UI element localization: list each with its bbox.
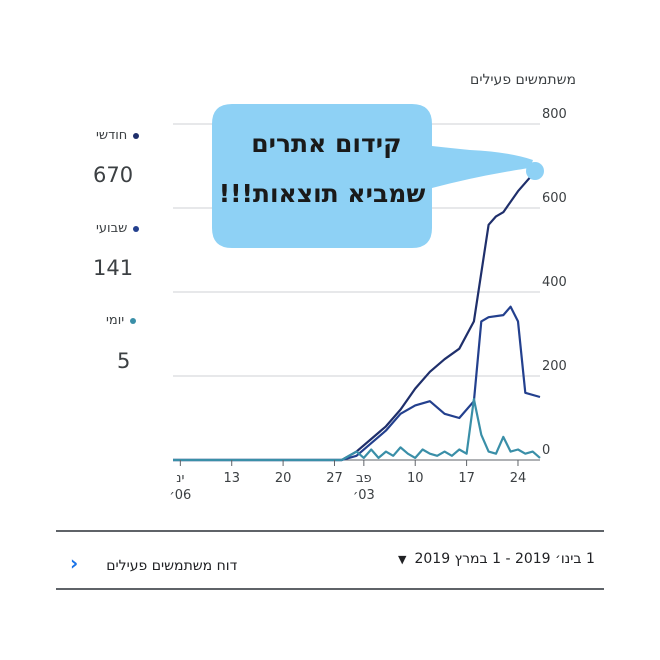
legend-dot-weekly xyxy=(133,225,140,232)
y-tick-label: 200 xyxy=(542,359,567,374)
y-tick-label: 400 xyxy=(542,275,567,290)
bubble-endpoint xyxy=(526,162,544,180)
legend-label-daily: יומי xyxy=(106,313,125,328)
series-lines xyxy=(173,165,541,462)
chevron-left-icon: ‹ xyxy=(70,551,79,575)
x-tick-label: 10 xyxy=(407,471,424,486)
legend-value-monthly: 670 xyxy=(93,163,134,187)
y-tick-label: 600 xyxy=(542,191,567,206)
x-tick-label: 27 xyxy=(326,471,343,486)
x-tick-label: פב xyxy=(356,471,372,486)
x-tick-label: 17 xyxy=(458,471,475,486)
legend-item-monthly: חודשי xyxy=(96,128,140,143)
series-line-0 xyxy=(173,165,541,462)
annotation-bubble: קידום אתרים שמביא תוצאות!!! xyxy=(212,104,544,248)
legend-label-weekly: שבועי xyxy=(96,221,128,236)
legend-dot-monthly xyxy=(133,132,140,139)
x-tick-label: 03׳ xyxy=(353,488,375,503)
y-tick-label: 0 xyxy=(542,443,550,458)
x-tick-label: 13 xyxy=(223,471,240,486)
series-line-1 xyxy=(173,305,541,462)
x-axis-ticks: ינ 06׳ 13 20 27 פב 03׳ 10 17 24 xyxy=(169,460,526,503)
divider-bottom xyxy=(56,588,604,590)
divider-top xyxy=(56,530,604,532)
legend-item-weekly: שבועי xyxy=(96,221,140,236)
report-link-label: דוח משתמשים פעילים xyxy=(106,558,238,574)
bubble-text: קידום אתרים שמביא תוצאות!!! xyxy=(219,129,426,208)
series-line-2 xyxy=(173,398,541,462)
legend-value-daily: 5 xyxy=(117,349,131,373)
x-tick-label: 06׳ xyxy=(169,488,191,503)
x-tick-label: 20 xyxy=(275,471,292,486)
y-tick-label: 800 xyxy=(542,107,567,122)
date-range-label: 1 בינו׳ 2019 - 1 במרץ 2019 xyxy=(414,551,595,567)
x-tick-label: ינ xyxy=(176,471,184,486)
date-range-selector[interactable]: 1 בינו׳ 2019 - 1 במרץ 2019 ▼ xyxy=(398,551,595,567)
dropdown-icon: ▼ xyxy=(398,553,407,566)
bubble-line-1: קידום אתרים xyxy=(251,129,401,158)
bubble-line-2: שמביא תוצאות!!! xyxy=(219,179,426,208)
legend-dot-daily xyxy=(130,317,137,324)
chart-title: משתמשים פעילים xyxy=(470,72,576,88)
legend-value-weekly: 141 xyxy=(93,256,134,280)
x-tick-label: 24 xyxy=(510,471,527,486)
bubble-shape xyxy=(212,104,533,248)
legend-item-daily: יומי xyxy=(106,313,137,328)
legend-label-monthly: חודשי xyxy=(96,128,128,143)
report-link[interactable]: דוח משתמשים פעילים ‹ xyxy=(70,551,237,575)
y-axis-ticks: 0 200 400 600 800 xyxy=(542,107,567,458)
